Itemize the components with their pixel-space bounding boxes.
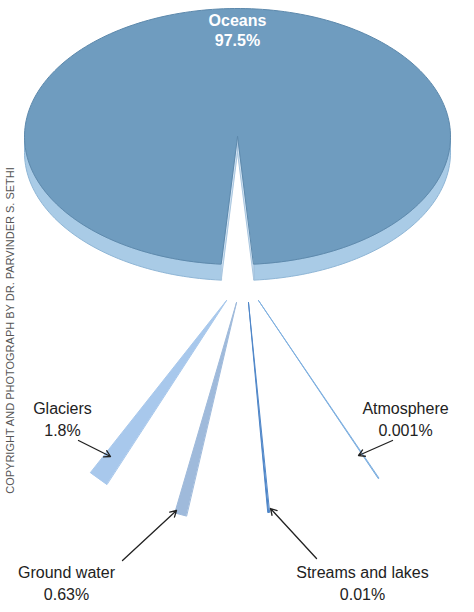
svg-text:Streams and lakes: Streams and lakes	[296, 564, 429, 581]
svg-text:97.5%: 97.5%	[215, 32, 260, 49]
svg-text:1.8%: 1.8%	[44, 422, 80, 439]
svg-text:Ground water: Ground water	[18, 564, 116, 581]
svg-text:0.01%: 0.01%	[340, 586, 385, 603]
svg-text:COPYRIGHT AND PHOTOGRAPH BY DR: COPYRIGHT AND PHOTOGRAPH BY DR. PARVINDE…	[4, 167, 16, 494]
svg-text:Glaciers: Glaciers	[33, 400, 92, 417]
svg-text:0.001%: 0.001%	[378, 422, 432, 439]
svg-text:Atmosphere: Atmosphere	[362, 400, 448, 417]
svg-text:Oceans: Oceans	[209, 12, 267, 29]
svg-text:0.63%: 0.63%	[44, 586, 89, 603]
